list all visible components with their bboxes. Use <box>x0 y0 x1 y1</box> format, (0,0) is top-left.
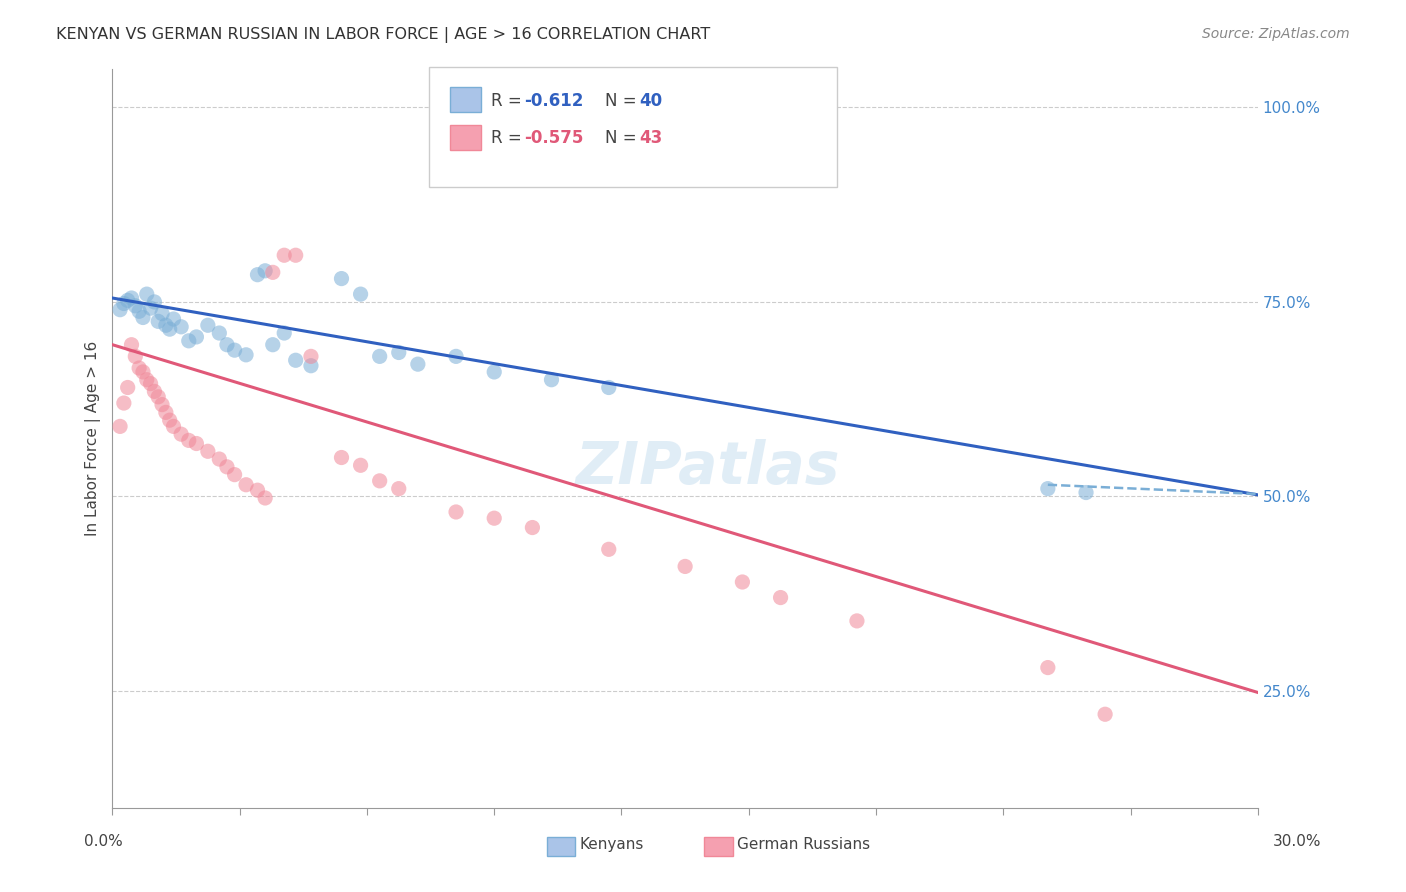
Point <box>262 337 284 351</box>
Point <box>132 310 155 325</box>
Point <box>368 350 391 364</box>
Point <box>177 434 200 448</box>
Text: 30.0%: 30.0% <box>1274 834 1322 849</box>
Point <box>388 345 411 359</box>
Point <box>406 357 429 371</box>
Point <box>124 350 146 364</box>
Point <box>112 296 135 310</box>
Point <box>162 312 184 326</box>
Point <box>170 319 193 334</box>
Point <box>143 384 166 399</box>
Point <box>598 380 620 394</box>
Text: R =: R = <box>491 129 527 147</box>
Point <box>484 511 506 525</box>
Point <box>246 483 269 498</box>
Point <box>128 361 150 376</box>
Text: German Russians: German Russians <box>737 837 870 852</box>
Point <box>444 505 467 519</box>
Text: 43: 43 <box>640 129 664 147</box>
Point <box>769 591 792 605</box>
Point <box>598 542 620 557</box>
Text: 40: 40 <box>640 92 662 110</box>
Point <box>148 314 170 328</box>
Point <box>143 294 166 309</box>
Point <box>262 265 284 279</box>
Point <box>349 458 371 473</box>
Point <box>484 365 506 379</box>
Point <box>139 301 162 315</box>
Point <box>254 491 277 505</box>
Point <box>215 337 238 351</box>
Point <box>121 337 143 351</box>
Text: R =: R = <box>491 92 527 110</box>
Point <box>186 330 208 344</box>
Point <box>1036 482 1059 496</box>
Point <box>349 287 371 301</box>
Text: ZIPatlas: ZIPatlas <box>576 439 841 496</box>
Point <box>112 396 135 410</box>
Point <box>673 559 696 574</box>
Point <box>273 248 295 262</box>
Point <box>135 287 157 301</box>
Point <box>284 353 307 368</box>
Point <box>299 350 322 364</box>
Point <box>186 436 208 450</box>
Point <box>197 318 219 333</box>
Point <box>117 380 139 394</box>
Point <box>148 390 170 404</box>
Point <box>117 293 139 308</box>
Point <box>368 474 391 488</box>
Text: Source: ZipAtlas.com: Source: ZipAtlas.com <box>1202 27 1350 41</box>
Point <box>135 373 157 387</box>
Point <box>246 268 269 282</box>
Point <box>197 444 219 458</box>
Point <box>124 299 146 313</box>
Point <box>215 459 238 474</box>
Point <box>444 350 467 364</box>
Text: N =: N = <box>605 92 641 110</box>
Point <box>284 248 307 262</box>
Text: -0.612: -0.612 <box>524 92 583 110</box>
Point <box>1094 707 1116 722</box>
Point <box>224 343 246 358</box>
Point <box>108 302 131 317</box>
Point <box>170 427 193 442</box>
Point <box>540 373 562 387</box>
Point <box>139 376 162 391</box>
Point <box>522 520 544 534</box>
Point <box>208 452 231 467</box>
Point <box>299 359 322 373</box>
Point <box>731 574 754 589</box>
Point <box>159 322 181 336</box>
Point <box>162 419 184 434</box>
Point <box>150 307 173 321</box>
Text: 0.0%: 0.0% <box>84 834 124 849</box>
Point <box>159 413 181 427</box>
Point <box>132 365 155 379</box>
Point <box>235 477 257 491</box>
Point <box>388 482 411 496</box>
Point <box>1036 660 1059 674</box>
Point <box>208 326 231 340</box>
Y-axis label: In Labor Force | Age > 16: In Labor Force | Age > 16 <box>86 341 101 536</box>
Point <box>108 419 131 434</box>
Point <box>150 398 173 412</box>
Point <box>224 467 246 482</box>
Point <box>235 348 257 362</box>
Point <box>254 264 277 278</box>
Point <box>845 614 868 628</box>
Point <box>273 326 295 340</box>
Text: KENYAN VS GERMAN RUSSIAN IN LABOR FORCE | AGE > 16 CORRELATION CHART: KENYAN VS GERMAN RUSSIAN IN LABOR FORCE … <box>56 27 710 43</box>
Point <box>330 271 353 285</box>
Point <box>155 405 177 419</box>
Point <box>1074 485 1097 500</box>
Point <box>128 304 150 318</box>
Point <box>177 334 200 348</box>
Point <box>121 291 143 305</box>
Text: N =: N = <box>605 129 641 147</box>
Text: Kenyans: Kenyans <box>579 837 644 852</box>
Point <box>330 450 353 465</box>
Point <box>155 318 177 333</box>
Text: -0.575: -0.575 <box>524 129 583 147</box>
